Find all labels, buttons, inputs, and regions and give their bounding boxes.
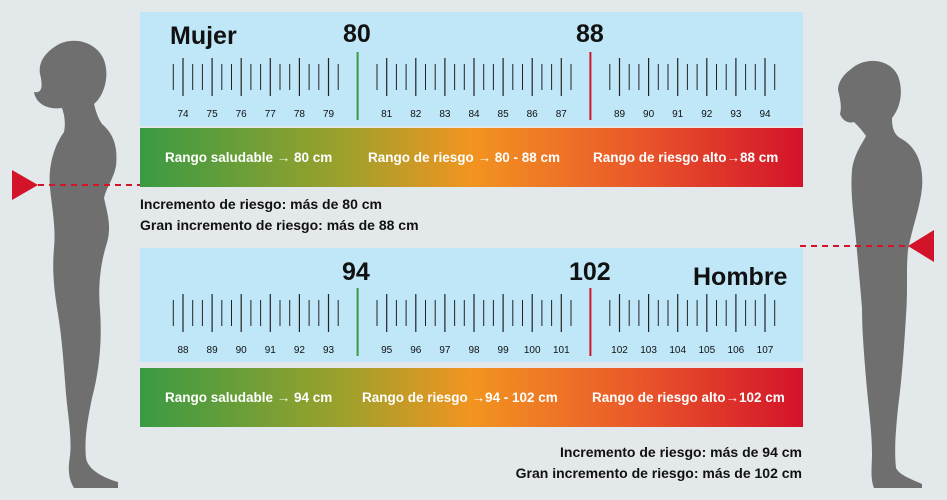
woman-note-high-risk: Gran incremento de riesgo: más de 88 cm <box>140 217 419 233</box>
man-tick-label: 90 <box>236 345 248 356</box>
man-band-high-risk: Rango de riesgo alto→102 cm <box>592 390 785 405</box>
woman-tick-label: 87 <box>556 109 568 120</box>
woman-title: Mujer <box>170 22 237 50</box>
man-tick-label: 93 <box>323 345 335 356</box>
man-tick-label: 104 <box>669 345 686 356</box>
woman-tick-label: 81 <box>381 109 393 120</box>
man-tick-label: 96 <box>410 345 422 356</box>
woman-tick-label: 91 <box>672 109 684 120</box>
man-tick-label: 88 <box>177 345 189 356</box>
woman-tick-label: 93 <box>730 109 742 120</box>
woman-risk-band: Rango saludable → 80 cm Rango de riesgo … <box>140 128 803 187</box>
woman-tick-label: 94 <box>759 109 771 120</box>
woman-tick-label: 83 <box>439 109 451 120</box>
man-band-risk: Rango de riesgo →94 - 102 cm <box>362 390 558 405</box>
woman-tick-label: 79 <box>323 109 335 120</box>
woman-tick-label: 77 <box>265 109 277 120</box>
woman-tick-label: 89 <box>614 109 626 120</box>
woman-tick-label: 85 <box>498 109 510 120</box>
man-tick-label: 92 <box>294 345 306 356</box>
woman-tick-label: 86 <box>527 109 539 120</box>
man-marker-94: 94 <box>342 258 370 286</box>
woman-tick-label: 74 <box>177 109 189 120</box>
woman-silhouette <box>34 40 118 488</box>
man-band-healthy: Rango saludable → 94 cm <box>165 390 333 405</box>
woman-marker-88: 88 <box>576 20 604 48</box>
man-tick-label: 91 <box>265 345 277 356</box>
woman-tick-label: 76 <box>236 109 248 120</box>
man-tick-label: 95 <box>381 345 393 356</box>
woman-tick-label: 92 <box>701 109 713 120</box>
woman-tick-label: 90 <box>643 109 655 120</box>
woman-pointer-arrow <box>12 170 148 200</box>
woman-tick-label: 78 <box>294 109 306 120</box>
man-silhouette <box>838 60 923 488</box>
woman-band-high-risk: Rango de riesgo alto→88 cm <box>593 150 779 165</box>
man-tick-label: 99 <box>498 345 510 356</box>
woman-band-risk: Rango de riesgo → 80 - 88 cm <box>368 150 561 165</box>
woman-tick-label: 75 <box>207 109 219 120</box>
woman-ruler: 74 75 76 77 78 79 81 82 83 84 85 86 87 89 90 91 92 93 94 M… <box>140 12 803 126</box>
man-ruler: 88 89 90 91 92 93 95 96 97 98 99 100 101 102 103 104 105… <box>140 248 803 362</box>
man-marker-102: 102 <box>569 258 611 286</box>
man-risk-band: Rango saludable → 94 cm Rango de riesgo … <box>140 368 803 427</box>
woman-band-healthy: Rango saludable → 80 cm <box>165 150 333 165</box>
man-ruler-svg: 88 89 90 91 92 93 95 96 97 98 99 100 101 102 103 104 105… <box>172 288 776 356</box>
woman-tick-label: 82 <box>410 109 422 120</box>
man-tick-label: 100 <box>524 345 541 356</box>
man-tick-label: 97 <box>439 345 451 356</box>
woman-marker-80: 80 <box>343 20 371 48</box>
man-title: Hombre <box>693 263 788 291</box>
man-tick-label: 105 <box>698 345 715 356</box>
man-tick-label: 89 <box>207 345 219 356</box>
man-tick-label: 98 <box>468 345 480 356</box>
woman-tick-label: 84 <box>468 109 480 120</box>
man-tick-label: 103 <box>640 345 657 356</box>
man-note-high-risk: Gran incremento de riesgo: más de 102 cm <box>515 465 802 481</box>
man-tick-label: 106 <box>728 345 745 356</box>
man-tick-label: 102 <box>611 345 628 356</box>
man-tick-label: 101 <box>553 345 570 356</box>
man-pointer-arrow <box>800 230 934 262</box>
woman-ruler-svg: 74 75 76 77 78 79 81 82 83 84 85 86 87 89 90 91 92 93 94 <box>172 52 776 120</box>
man-tick-label: 107 <box>757 345 774 356</box>
woman-note-risk: Incremento de riesgo: más de 80 cm <box>140 196 382 212</box>
man-note-risk: Incremento de riesgo: más de 94 cm <box>560 444 802 460</box>
